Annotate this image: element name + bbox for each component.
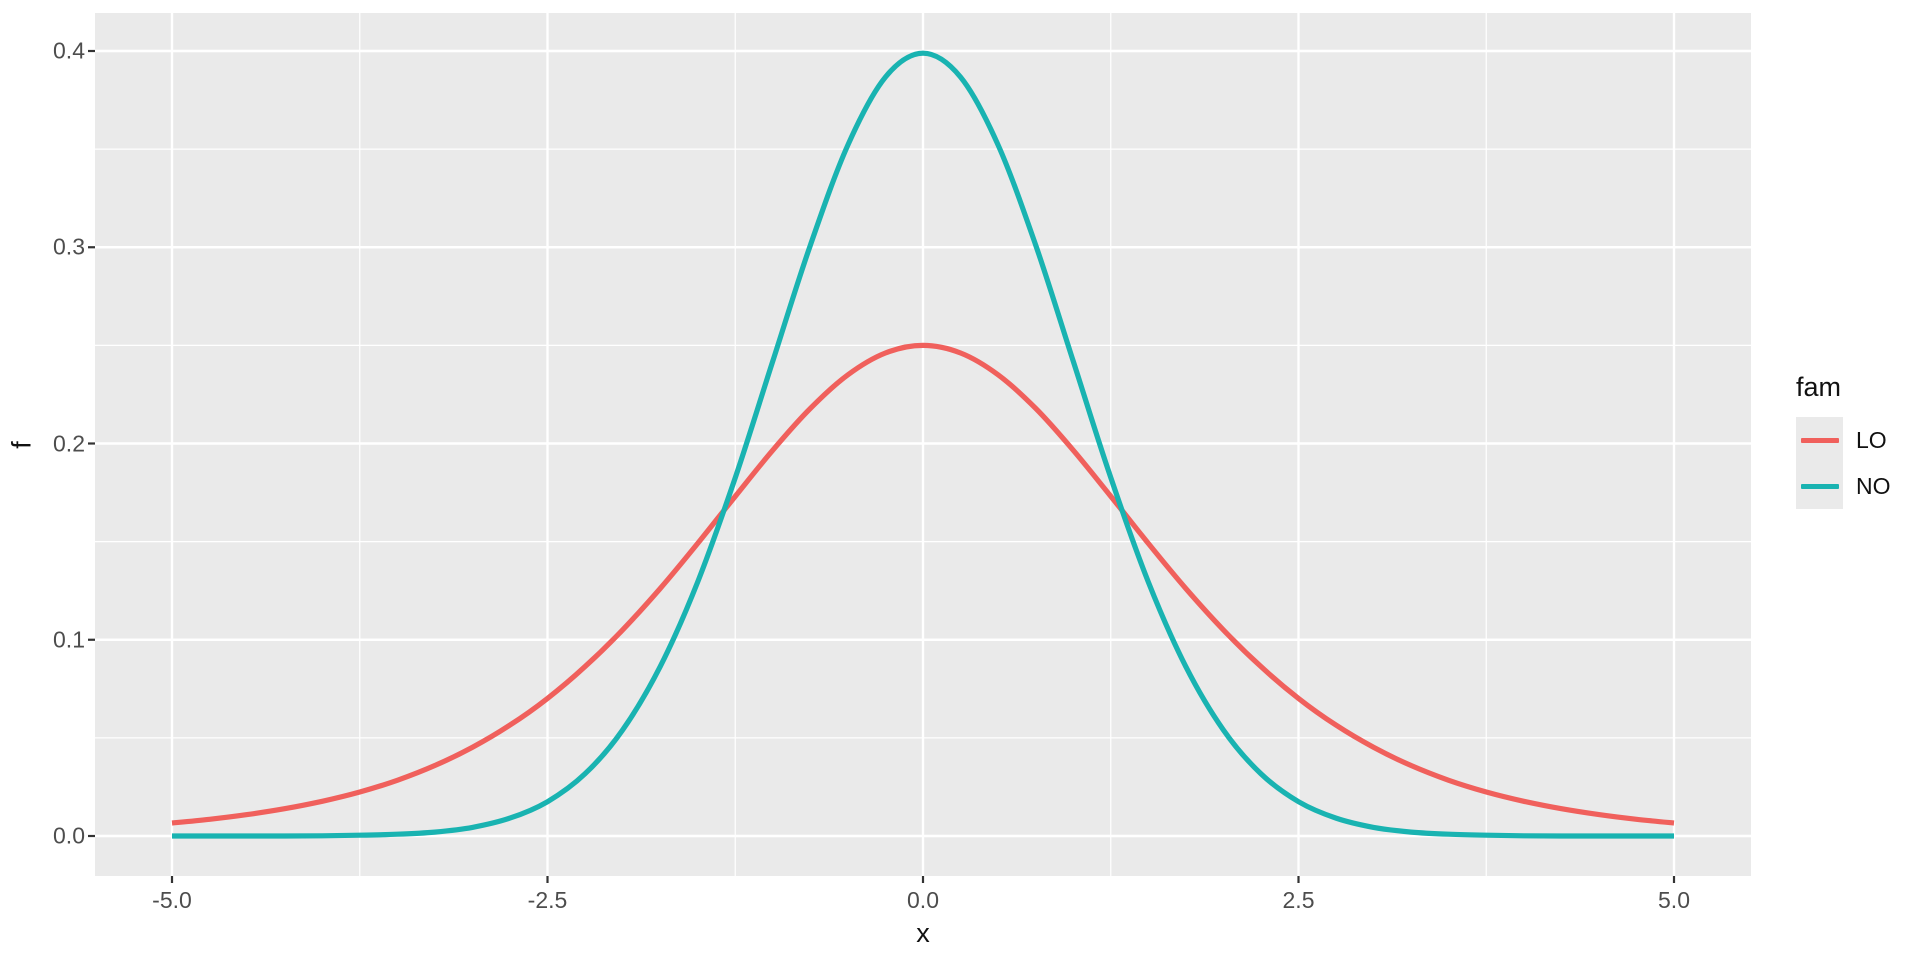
y-tick-label: 0.0	[53, 822, 85, 849]
gridlines-major	[95, 13, 1751, 876]
legend-label-no: NO	[1856, 472, 1891, 499]
curves	[171, 50, 1675, 839]
legend: fam LO NO	[1796, 374, 1891, 509]
legend-title: fam	[1796, 372, 1842, 402]
x-tick-label: -2.5	[527, 887, 568, 913]
legend-line-swatch-lo	[1800, 437, 1839, 443]
legend-entry-lo: LO	[1796, 417, 1891, 463]
y-tick-label: 0.3	[53, 233, 85, 260]
legend-key-lo	[1796, 417, 1843, 463]
x-axis-title: x	[916, 918, 930, 948]
x-tick-label: -5.0	[152, 887, 192, 913]
x-tick-label: 2.5	[1282, 887, 1315, 913]
legend-line-swatch-no	[1800, 483, 1839, 489]
legend-entry-no: NO	[1796, 463, 1891, 509]
y-tick-label: 0.2	[53, 430, 85, 456]
curve-no	[172, 50, 1674, 839]
axis-tick-marks	[88, 49, 1676, 883]
y-axis-title: f	[6, 440, 37, 449]
x-tick-label: 5.0	[1658, 887, 1690, 913]
legend-label-lo: LO	[1856, 426, 1887, 453]
y-tick-label: 0.4	[53, 37, 85, 64]
y-tick-label: 0.1	[53, 626, 85, 653]
curve-lo	[171, 342, 1675, 826]
x-tick-label: 0.0	[907, 887, 939, 913]
legend-key-no	[1796, 463, 1843, 509]
